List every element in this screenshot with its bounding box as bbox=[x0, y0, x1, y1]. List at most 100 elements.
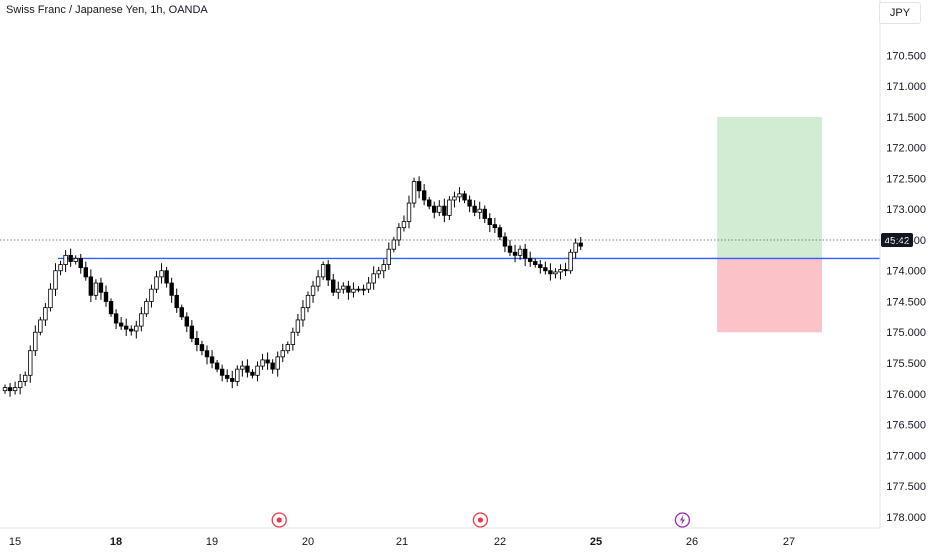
candle bbox=[336, 281, 341, 300]
candle-body-down bbox=[533, 261, 538, 265]
candle bbox=[43, 303, 48, 326]
x-tick-label: 18 bbox=[110, 536, 122, 548]
candle-body-up bbox=[63, 254, 68, 265]
candle-body-up bbox=[452, 196, 457, 201]
candle-body-down bbox=[512, 251, 518, 256]
candle-body-up bbox=[17, 381, 23, 389]
candle bbox=[558, 264, 563, 280]
candle bbox=[421, 184, 427, 206]
candle-body-up bbox=[149, 288, 154, 302]
candle bbox=[320, 261, 326, 280]
candle-body-down bbox=[346, 285, 351, 293]
candle bbox=[129, 325, 134, 336]
stop-zone bbox=[717, 258, 822, 333]
y-tick-label: 172.500 bbox=[886, 173, 926, 185]
candle-body-down bbox=[78, 258, 83, 269]
candle-body-up bbox=[240, 365, 245, 370]
candle bbox=[507, 240, 513, 257]
y-tick-label: 170.500 bbox=[886, 50, 926, 62]
candle bbox=[341, 282, 346, 294]
candle bbox=[381, 259, 386, 279]
candle bbox=[209, 350, 215, 369]
candle-body-down bbox=[214, 362, 220, 370]
candle-body-up bbox=[290, 331, 296, 345]
candle-body-down bbox=[164, 270, 169, 284]
candle-body-up bbox=[22, 374, 28, 382]
candle bbox=[230, 370, 235, 389]
candle bbox=[199, 340, 205, 356]
candle-body-up bbox=[477, 208, 482, 213]
candle-body-down bbox=[548, 270, 553, 275]
y-tick-label: 173.500 bbox=[886, 235, 926, 247]
candle bbox=[356, 286, 361, 293]
candle-body-up bbox=[275, 356, 280, 370]
red-dot-event-icon[interactable] bbox=[271, 512, 287, 528]
candle-body-up bbox=[371, 273, 376, 284]
candle-body-up bbox=[235, 368, 240, 382]
lightning-event-icon[interactable] bbox=[674, 512, 691, 528]
candle-body-down bbox=[7, 387, 13, 392]
candle bbox=[457, 187, 462, 203]
candle-body-up bbox=[568, 251, 573, 272]
candle bbox=[548, 263, 553, 281]
red-dot-event-icon[interactable] bbox=[472, 512, 489, 528]
y-tick-label: 175.500 bbox=[886, 358, 926, 370]
candle-body-up bbox=[366, 282, 371, 290]
candle-body-up bbox=[12, 387, 18, 392]
candle-body-up bbox=[48, 288, 53, 309]
candle bbox=[88, 269, 94, 303]
candle-body-down bbox=[528, 258, 533, 262]
candle-body-up bbox=[411, 181, 417, 204]
candle-body-down bbox=[361, 288, 366, 291]
candle bbox=[376, 266, 381, 279]
candle bbox=[144, 298, 149, 317]
candle-body-down bbox=[487, 218, 492, 226]
candle-body-down bbox=[563, 269, 568, 272]
candle bbox=[538, 260, 543, 274]
candle-body-down bbox=[98, 282, 104, 293]
candle-body-down bbox=[462, 193, 467, 201]
candle-body-up bbox=[73, 258, 78, 262]
candle bbox=[290, 327, 296, 351]
candle bbox=[68, 248, 73, 267]
candle-body-up bbox=[457, 193, 462, 198]
countdown-label: 45:42 bbox=[884, 236, 909, 247]
candle bbox=[98, 277, 104, 300]
candle bbox=[164, 266, 169, 288]
candle bbox=[477, 201, 482, 220]
candle bbox=[103, 285, 109, 307]
candle-body-down bbox=[442, 205, 447, 216]
target-zone bbox=[717, 116, 822, 259]
candle bbox=[184, 312, 189, 333]
candle bbox=[139, 307, 144, 332]
y-tick-label: 175.000 bbox=[886, 327, 926, 339]
candle bbox=[351, 282, 356, 298]
candle bbox=[250, 369, 255, 379]
candle bbox=[108, 298, 114, 317]
candle bbox=[194, 330, 200, 352]
candle bbox=[391, 236, 397, 253]
candle-body-down bbox=[426, 199, 432, 207]
candle bbox=[275, 351, 280, 377]
candle-body-down bbox=[250, 371, 255, 376]
position-zones bbox=[717, 116, 822, 333]
candle-body-down bbox=[113, 313, 119, 324]
x-tick-label: 19 bbox=[206, 536, 218, 548]
candle-body-down bbox=[502, 236, 508, 247]
candle bbox=[33, 325, 38, 356]
candle-body-down bbox=[245, 365, 250, 373]
y-tick-label: 173.000 bbox=[886, 204, 926, 216]
candle bbox=[22, 371, 28, 387]
candle-body-down bbox=[543, 267, 548, 272]
candle bbox=[73, 255, 78, 265]
candle bbox=[401, 215, 407, 232]
candle bbox=[285, 341, 290, 354]
candle bbox=[573, 238, 578, 259]
candle-body-up bbox=[295, 319, 301, 333]
candle bbox=[235, 365, 240, 387]
candle-body-down bbox=[179, 307, 184, 318]
currency-selector[interactable]: JPY bbox=[879, 2, 921, 24]
candle-body-down bbox=[68, 254, 73, 262]
